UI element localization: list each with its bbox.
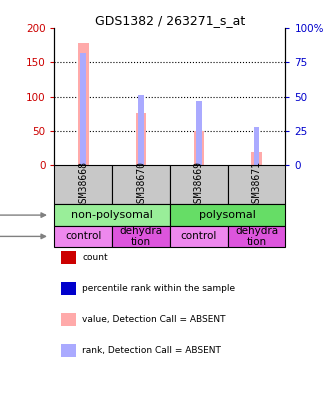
Bar <box>81 53 86 165</box>
Text: control: control <box>65 231 102 241</box>
Text: non-polysomal: non-polysomal <box>71 210 153 220</box>
Bar <box>254 126 259 165</box>
Bar <box>170 165 228 205</box>
Text: control: control <box>181 231 217 241</box>
Text: GSM38670: GSM38670 <box>136 161 146 208</box>
Text: GSM38671: GSM38671 <box>251 161 262 208</box>
Bar <box>194 130 204 165</box>
Text: rank, Detection Call = ABSENT: rank, Detection Call = ABSENT <box>82 346 221 355</box>
Bar <box>54 205 170 226</box>
Text: GDS1382 / 263271_s_at: GDS1382 / 263271_s_at <box>95 14 245 27</box>
Bar <box>170 205 285 226</box>
Bar <box>196 100 202 165</box>
Text: polysomal: polysomal <box>199 210 256 220</box>
Text: dehydra
tion: dehydra tion <box>235 226 278 247</box>
Bar <box>228 165 285 205</box>
Text: GSM38669: GSM38669 <box>194 161 204 208</box>
Bar <box>112 226 170 247</box>
Bar <box>138 95 144 165</box>
Text: percentile rank within the sample: percentile rank within the sample <box>82 284 236 293</box>
Bar <box>54 226 112 247</box>
Bar <box>251 152 262 165</box>
Bar <box>136 113 146 165</box>
Text: dehydra
tion: dehydra tion <box>119 226 163 247</box>
Bar <box>112 165 170 205</box>
Bar <box>54 165 112 205</box>
Bar <box>170 226 228 247</box>
Text: count: count <box>82 253 108 262</box>
Bar <box>228 226 285 247</box>
Text: value, Detection Call = ABSENT: value, Detection Call = ABSENT <box>82 315 226 324</box>
Text: GSM38668: GSM38668 <box>78 161 88 208</box>
Bar <box>78 43 88 165</box>
